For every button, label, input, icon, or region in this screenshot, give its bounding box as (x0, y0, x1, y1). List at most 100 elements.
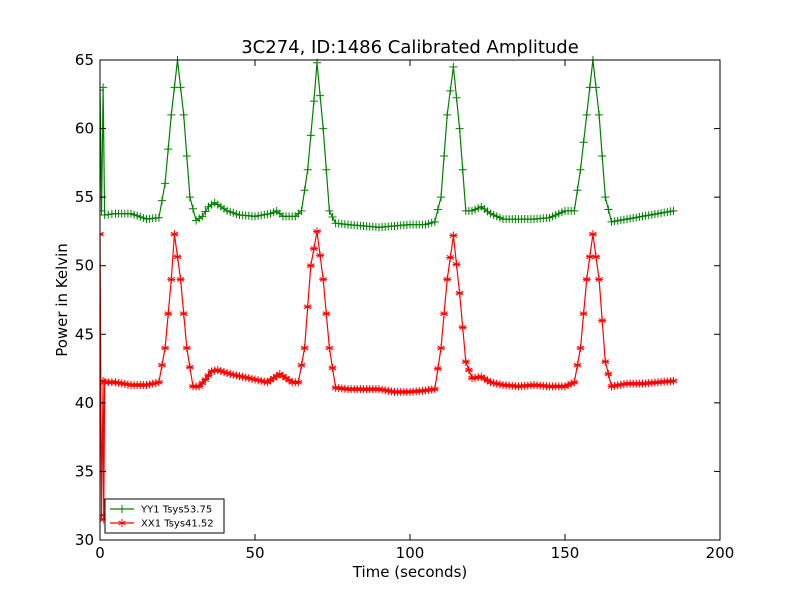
series-point (446, 86, 455, 95)
series-point (294, 378, 303, 387)
series-point (319, 124, 328, 133)
series-point (588, 230, 597, 239)
series-point (449, 231, 458, 240)
series-point (123, 380, 132, 389)
series-point (437, 344, 445, 352)
series-point (254, 376, 263, 385)
series-point (430, 385, 439, 394)
series-point (322, 309, 331, 318)
legend-entry-label: YY1 Tsys53.75 (140, 505, 212, 516)
series-point (669, 206, 678, 215)
series-point (387, 387, 396, 396)
series-point (433, 205, 442, 214)
series-point (100, 206, 106, 215)
series-point (185, 193, 194, 202)
series-point (114, 378, 123, 387)
series-point (201, 375, 210, 384)
series-point (446, 253, 455, 262)
series-point (158, 196, 166, 205)
x-tick-label: 50 (245, 544, 264, 562)
series-point (595, 110, 604, 119)
series-point (173, 252, 182, 261)
series-point (322, 165, 331, 174)
legend-box (104, 498, 225, 534)
series-point (145, 380, 154, 389)
series-point (235, 372, 244, 381)
series-point (111, 378, 120, 387)
series-point (449, 62, 458, 71)
series-point (458, 165, 467, 174)
series-point (182, 344, 191, 352)
series-point (154, 378, 163, 387)
series-point (303, 302, 312, 311)
y-tick-label: 30 (75, 531, 94, 549)
series-point (437, 193, 445, 202)
legend-entry-label: XX1 Tsys41.52 (141, 519, 214, 530)
series-point (378, 385, 387, 394)
series-point (458, 323, 467, 332)
series-point (120, 379, 129, 388)
series-point (570, 206, 579, 215)
series-point (598, 152, 607, 160)
series-point (464, 365, 473, 374)
series-point (300, 186, 309, 195)
series-point (216, 366, 225, 375)
series-point (201, 207, 210, 216)
series-point (198, 212, 207, 221)
series-point (573, 361, 582, 370)
series-point (220, 368, 228, 376)
series-point (601, 193, 610, 202)
legend: YY1 Tsys53.75 XX1 Tsys41.52 (104, 498, 225, 534)
series-point (582, 275, 591, 284)
series-point (585, 252, 594, 261)
chart-title: 3C274, ID:1486 Calibrated Amplitude (241, 37, 579, 58)
x-tick-label: 150 (551, 544, 580, 562)
series-2 (100, 227, 678, 524)
series-point (306, 131, 315, 140)
series-point (158, 361, 166, 370)
series-point (579, 309, 588, 318)
series-point (185, 363, 194, 372)
series-point (592, 252, 600, 261)
series-point (492, 379, 501, 388)
series-point (151, 378, 160, 387)
series-point (148, 379, 157, 388)
plot-layer (100, 56, 678, 524)
y-tick-label: 50 (75, 257, 94, 275)
series-point (440, 152, 449, 160)
series-point (669, 376, 678, 385)
y-tick-label: 65 (75, 51, 94, 69)
series-point (576, 344, 585, 352)
y-tick-label: 60 (75, 120, 94, 138)
series-point (495, 380, 504, 389)
series-point (161, 179, 170, 188)
series-point (430, 217, 439, 226)
x-tick-label: 100 (396, 544, 425, 562)
series-point (440, 309, 449, 318)
series-point (167, 110, 176, 119)
series-point (164, 309, 173, 318)
series-point (604, 370, 613, 379)
series-point (598, 316, 607, 325)
series-point (570, 378, 579, 387)
series-point (601, 357, 610, 366)
series-point (375, 385, 383, 394)
series-point (182, 152, 191, 160)
series-point (384, 386, 393, 395)
series-point (381, 386, 390, 395)
series-point (433, 364, 442, 373)
series-point (207, 367, 216, 376)
y-tick-label: 45 (75, 325, 94, 343)
series-point (179, 110, 188, 119)
series-point (619, 380, 628, 389)
series-point (319, 275, 328, 284)
series-point (461, 357, 470, 366)
series-point (489, 378, 498, 387)
series-point (610, 381, 619, 390)
series-point (247, 374, 256, 383)
series-point (170, 230, 179, 239)
series-point (117, 379, 126, 388)
series-point (210, 366, 219, 375)
series-point (316, 91, 325, 100)
